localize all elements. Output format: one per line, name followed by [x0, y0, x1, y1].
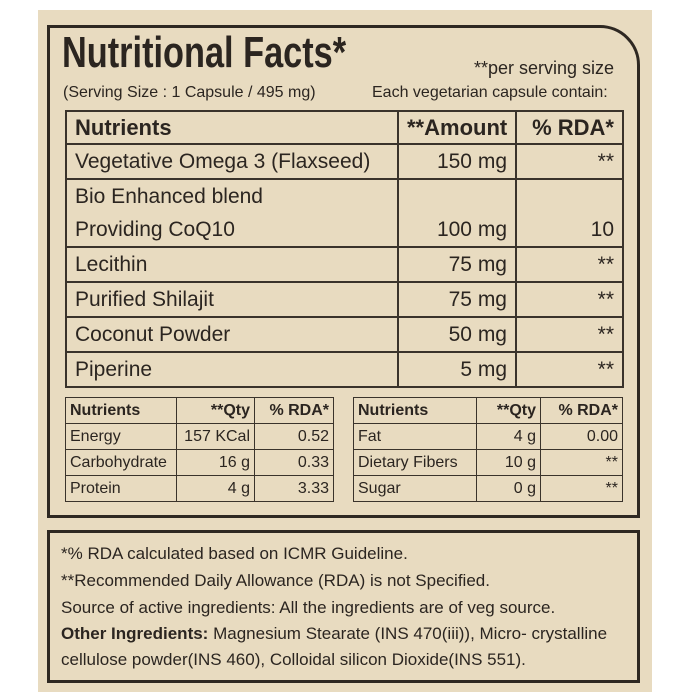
nutrient-row: Bio Enhanced blend Providing CoQ10 100 mg 1… — [65, 178, 624, 248]
rda-cell: ** — [515, 316, 624, 353]
cell: ** — [540, 475, 623, 502]
amount-cell: 75 mg — [397, 281, 517, 318]
column-header: **Qty — [176, 397, 255, 424]
cell: 4 g — [476, 423, 541, 450]
capsule-note: Each vegetarian capsule contain: — [372, 84, 608, 101]
nutrient-row: Carbohydrate 16 g 0.33 — [65, 449, 334, 476]
serving-size: (Serving Size : 1 Capsule / 495 mg) — [63, 84, 316, 101]
cell: 16 g — [176, 449, 255, 476]
amount-cell: 50 mg — [397, 316, 517, 353]
cell: Sugar — [353, 475, 477, 502]
nutrient-cell: Lecithin — [65, 246, 399, 283]
column-header: **Qty — [476, 397, 541, 424]
cell: 0.00 — [540, 423, 623, 450]
amount-cell: 75 mg — [397, 246, 517, 283]
nutrient-cell: Piperine — [65, 351, 399, 388]
amount-cell: 100 mg — [397, 178, 517, 248]
footer: *% RDA calculated based on ICMR Guidelin… — [61, 540, 607, 673]
nutrient-name: Coconut Powder — [75, 323, 231, 346]
cell: 3.33 — [254, 475, 334, 502]
cell: 10 g — [476, 449, 541, 476]
column-header: **Amount — [397, 110, 517, 145]
nutrient-row: Fat 4 g 0.00 — [353, 423, 623, 450]
nutrient-row: Energy 157 KCal 0.52 — [65, 423, 334, 450]
nutrient-cell: Vegetative Omega 3 (Flaxseed) — [65, 143, 399, 180]
footer-line: *% RDA calculated based on ICMR Guidelin… — [61, 544, 408, 563]
column-header: % RDA* — [540, 397, 623, 424]
serving-note: **per serving size — [474, 58, 615, 78]
main-table: Nutrients **Amount% RDA* Vegetative Omega … — [65, 110, 624, 388]
nutrient-name: Bio Enhanced blend — [75, 185, 263, 208]
cell: 157 KCal — [176, 423, 255, 450]
cell: Energy — [65, 423, 177, 450]
column-header: Nutrients — [65, 110, 399, 145]
footer-box — [47, 530, 640, 683]
nutrient-row: Coconut Powder 50 mg ** — [65, 316, 624, 353]
amount-cell: 5 mg — [397, 351, 517, 388]
cell: 0.52 — [254, 423, 334, 450]
nutrient-row: Dietary Fibers 10 g ** — [353, 449, 623, 476]
right-table: Nutrients **Qty% RDA* Fat 4 g 0.00 Dietary Fi… — [353, 397, 623, 502]
nutrient-name: Providing CoQ10 — [75, 218, 235, 241]
column-header: Nutrients — [353, 397, 477, 424]
title: Nutritional Facts* — [62, 28, 347, 77]
facts-box — [47, 25, 640, 518]
cell: Protein — [65, 475, 177, 502]
footer-line: Source of active ingredients: All the in… — [61, 598, 556, 617]
cell: Carbohydrate — [65, 449, 177, 476]
other-text: cellulose powder(INS 460), Colloidal sil… — [61, 650, 526, 669]
rda-cell: ** — [515, 281, 624, 318]
cell: 0 g — [476, 475, 541, 502]
cell: Dietary Fibers — [353, 449, 477, 476]
nutrient-row: Piperine 5 mg ** — [65, 351, 624, 388]
nutrient-row: Sugar 0 g ** — [353, 475, 623, 502]
nutrient-row: Purified Shilajit 75 mg ** — [65, 281, 624, 318]
other-ingredients: Other Ingredients: Magnesium Stearate (I… — [61, 621, 607, 647]
cell: Fat — [353, 423, 477, 450]
cell: 0.33 — [254, 449, 334, 476]
rda-cell: ** — [515, 246, 624, 283]
other-label: Other Ingredients: — [61, 624, 209, 643]
cell: 4 g — [176, 475, 255, 502]
cell: ** — [540, 449, 623, 476]
left-table: Nutrients **Qty% RDA* Energy 157 KCal 0.52 Ca… — [65, 397, 334, 502]
footer-line: **Recommended Daily Allowance (RDA) is n… — [61, 571, 490, 590]
nutrient-row: Lecithin 75 mg ** — [65, 246, 624, 283]
amount-cell: 150 mg — [397, 143, 517, 180]
nutrient-name: Piperine — [75, 358, 153, 381]
header-row: Nutrients **Qty% RDA* — [65, 397, 334, 424]
rda-cell: ** — [515, 351, 624, 388]
nutrient-row: Vegetative Omega 3 (Flaxseed) 150 mg ** — [65, 143, 624, 180]
column-header: % RDA* — [515, 110, 624, 145]
rda-cell: 10 — [515, 178, 624, 248]
column-header: Nutrients — [65, 397, 177, 424]
nutrient-row: Protein 4 g 3.33 — [65, 475, 334, 502]
nutrient-cell: Purified Shilajit — [65, 281, 399, 318]
nutrient-cell: Coconut Powder — [65, 316, 399, 353]
column-header: % RDA* — [254, 397, 334, 424]
nutrient-cell: Bio Enhanced blend Providing CoQ10 — [65, 178, 399, 248]
rda-cell: ** — [515, 143, 624, 180]
nutrient-name: Purified Shilajit — [75, 288, 214, 311]
header-row: Nutrients **Amount% RDA* — [65, 110, 624, 145]
other-text: Magnesium Stearate (INS 470(iii)), Micro… — [213, 624, 608, 643]
nutrient-name: Vegetative Omega 3 (Flaxseed) — [75, 150, 371, 173]
nutrient-name: Lecithin — [75, 253, 148, 276]
header-row: Nutrients **Qty% RDA* — [353, 397, 623, 424]
